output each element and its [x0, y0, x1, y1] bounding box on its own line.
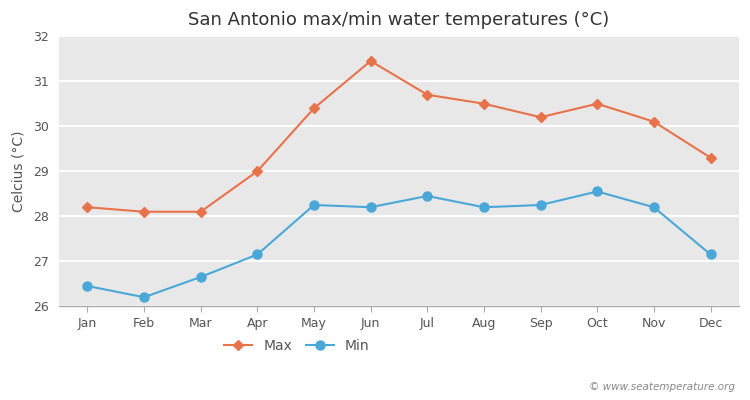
Title: San Antonio max/min water temperatures (°C): San Antonio max/min water temperatures (… [188, 11, 610, 29]
Max [479, 101, 488, 106]
Max [196, 209, 206, 214]
Max [423, 92, 432, 97]
Min [592, 189, 602, 194]
Min [366, 205, 375, 210]
Max [310, 106, 319, 111]
Max [706, 155, 715, 160]
Max [140, 209, 148, 214]
Min [479, 205, 488, 210]
Max [650, 119, 658, 124]
Legend: Max, Min: Max, Min [224, 339, 370, 353]
Max [366, 58, 375, 63]
Min [650, 205, 658, 210]
Min [310, 202, 319, 207]
Y-axis label: Celcius (°C): Celcius (°C) [11, 130, 25, 212]
Max [253, 169, 262, 174]
Max [536, 115, 545, 120]
Min [536, 202, 545, 207]
Max [82, 205, 92, 210]
Min [82, 284, 92, 288]
Line: Max: Max [83, 57, 715, 216]
Min [253, 252, 262, 257]
Min [140, 295, 148, 300]
Min [196, 274, 206, 279]
Min [423, 194, 432, 198]
Line: Min: Min [82, 187, 715, 302]
Text: © www.seatemperature.org: © www.seatemperature.org [589, 382, 735, 392]
Max [592, 101, 602, 106]
Min [706, 252, 715, 257]
